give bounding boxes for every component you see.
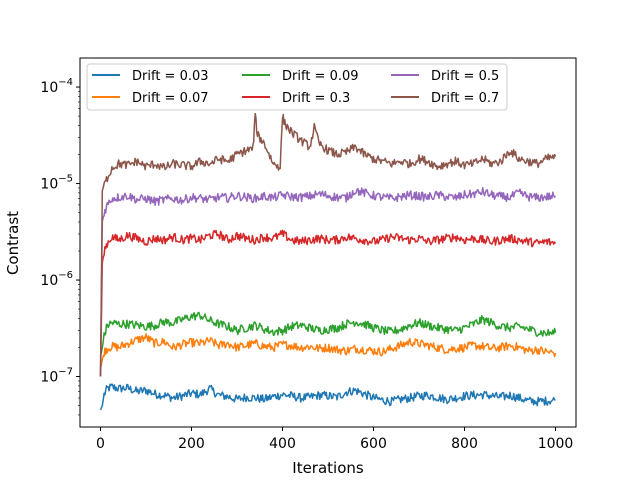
legend-label: Drift = 0.7 bbox=[431, 91, 499, 106]
series-line-5 bbox=[99, 112, 557, 377]
series-line-0 bbox=[99, 383, 556, 411]
y-tick-label: 10−6 bbox=[40, 270, 73, 289]
y-axis-label: Contrast bbox=[4, 211, 22, 275]
x-tick-label: 400 bbox=[269, 436, 296, 452]
y-tick-label: 10−4 bbox=[40, 77, 73, 96]
series-line-2 bbox=[99, 311, 557, 357]
legend-items: Drift = 0.03 Drift = 0.07 Drift = 0.09 Drif… bbox=[92, 69, 499, 106]
x-tick-label: 600 bbox=[360, 436, 387, 452]
legend-label: Drift = 0.03 bbox=[132, 69, 209, 84]
x-tick-label: 0 bbox=[96, 436, 105, 452]
series-layer bbox=[99, 112, 557, 411]
plot-frame bbox=[79, 57, 577, 428]
legend-label: Drift = 0.07 bbox=[132, 91, 209, 106]
series-line-4 bbox=[99, 187, 557, 377]
y-axis: 10−7 10−6 10−5 10−4 bbox=[40, 77, 80, 416]
legend: Drift = 0.03 Drift = 0.07 Drift = 0.09 Drif… bbox=[86, 63, 508, 111]
x-tick-label: 800 bbox=[451, 436, 478, 452]
legend-label: Drift = 0.09 bbox=[282, 69, 359, 84]
legend-label: Drift = 0.3 bbox=[282, 91, 350, 106]
x-tick-label: 1000 bbox=[538, 436, 574, 452]
x-tick-label: 200 bbox=[178, 436, 205, 452]
series-line-1 bbox=[99, 333, 557, 370]
legend-label: Drift = 0.5 bbox=[431, 69, 499, 84]
series-line-3 bbox=[99, 229, 557, 377]
x-axis-label: Iterations bbox=[292, 459, 364, 477]
y-tick-label: 10−5 bbox=[40, 174, 73, 193]
y-tick-label: 10−7 bbox=[40, 367, 73, 386]
x-axis: 0 200 400 600 800 1000 bbox=[96, 427, 573, 452]
